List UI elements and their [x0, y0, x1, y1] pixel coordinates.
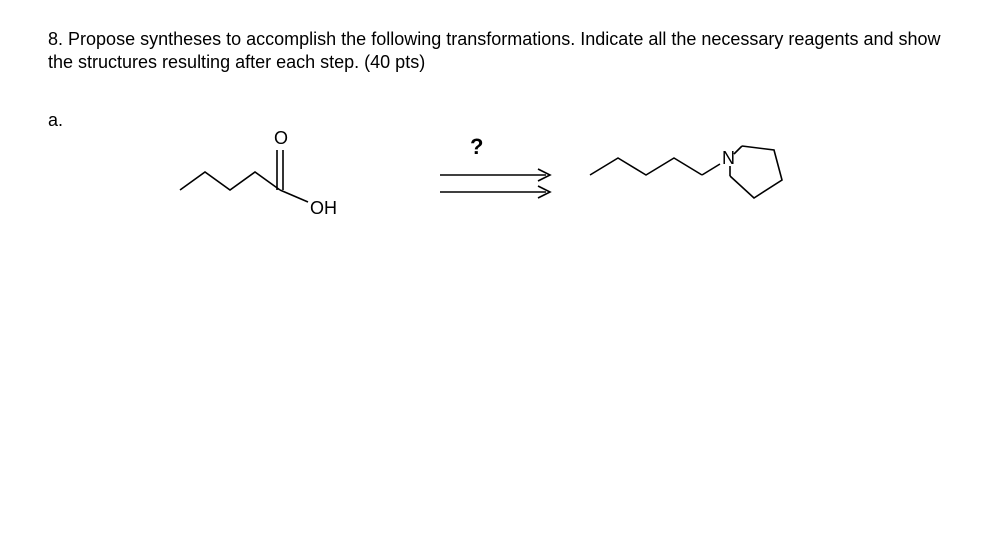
chain-to-n-bond	[702, 164, 720, 175]
n-ring-bond-1	[734, 146, 742, 154]
reaction-svg: O OH N	[170, 120, 850, 240]
reaction-diagram: ? O OH N	[170, 120, 850, 240]
question-body: Propose syntheses to accomplish the foll…	[48, 29, 941, 72]
question-prompt: 8. Propose syntheses to accomplish the f…	[48, 28, 968, 73]
atom-o-label: O	[274, 128, 288, 148]
part-label: a.	[48, 110, 63, 131]
pyrrolidine-ring	[730, 146, 782, 198]
c-oh-bond	[280, 190, 308, 202]
atom-n-label: N	[722, 148, 735, 168]
left-chain	[180, 172, 280, 190]
atom-oh-label: OH	[310, 198, 337, 218]
page: 8. Propose syntheses to accomplish the f…	[0, 0, 1006, 538]
right-chain	[590, 158, 702, 175]
question-number: 8.	[48, 29, 63, 49]
reaction-conditions-unknown: ?	[470, 134, 483, 160]
